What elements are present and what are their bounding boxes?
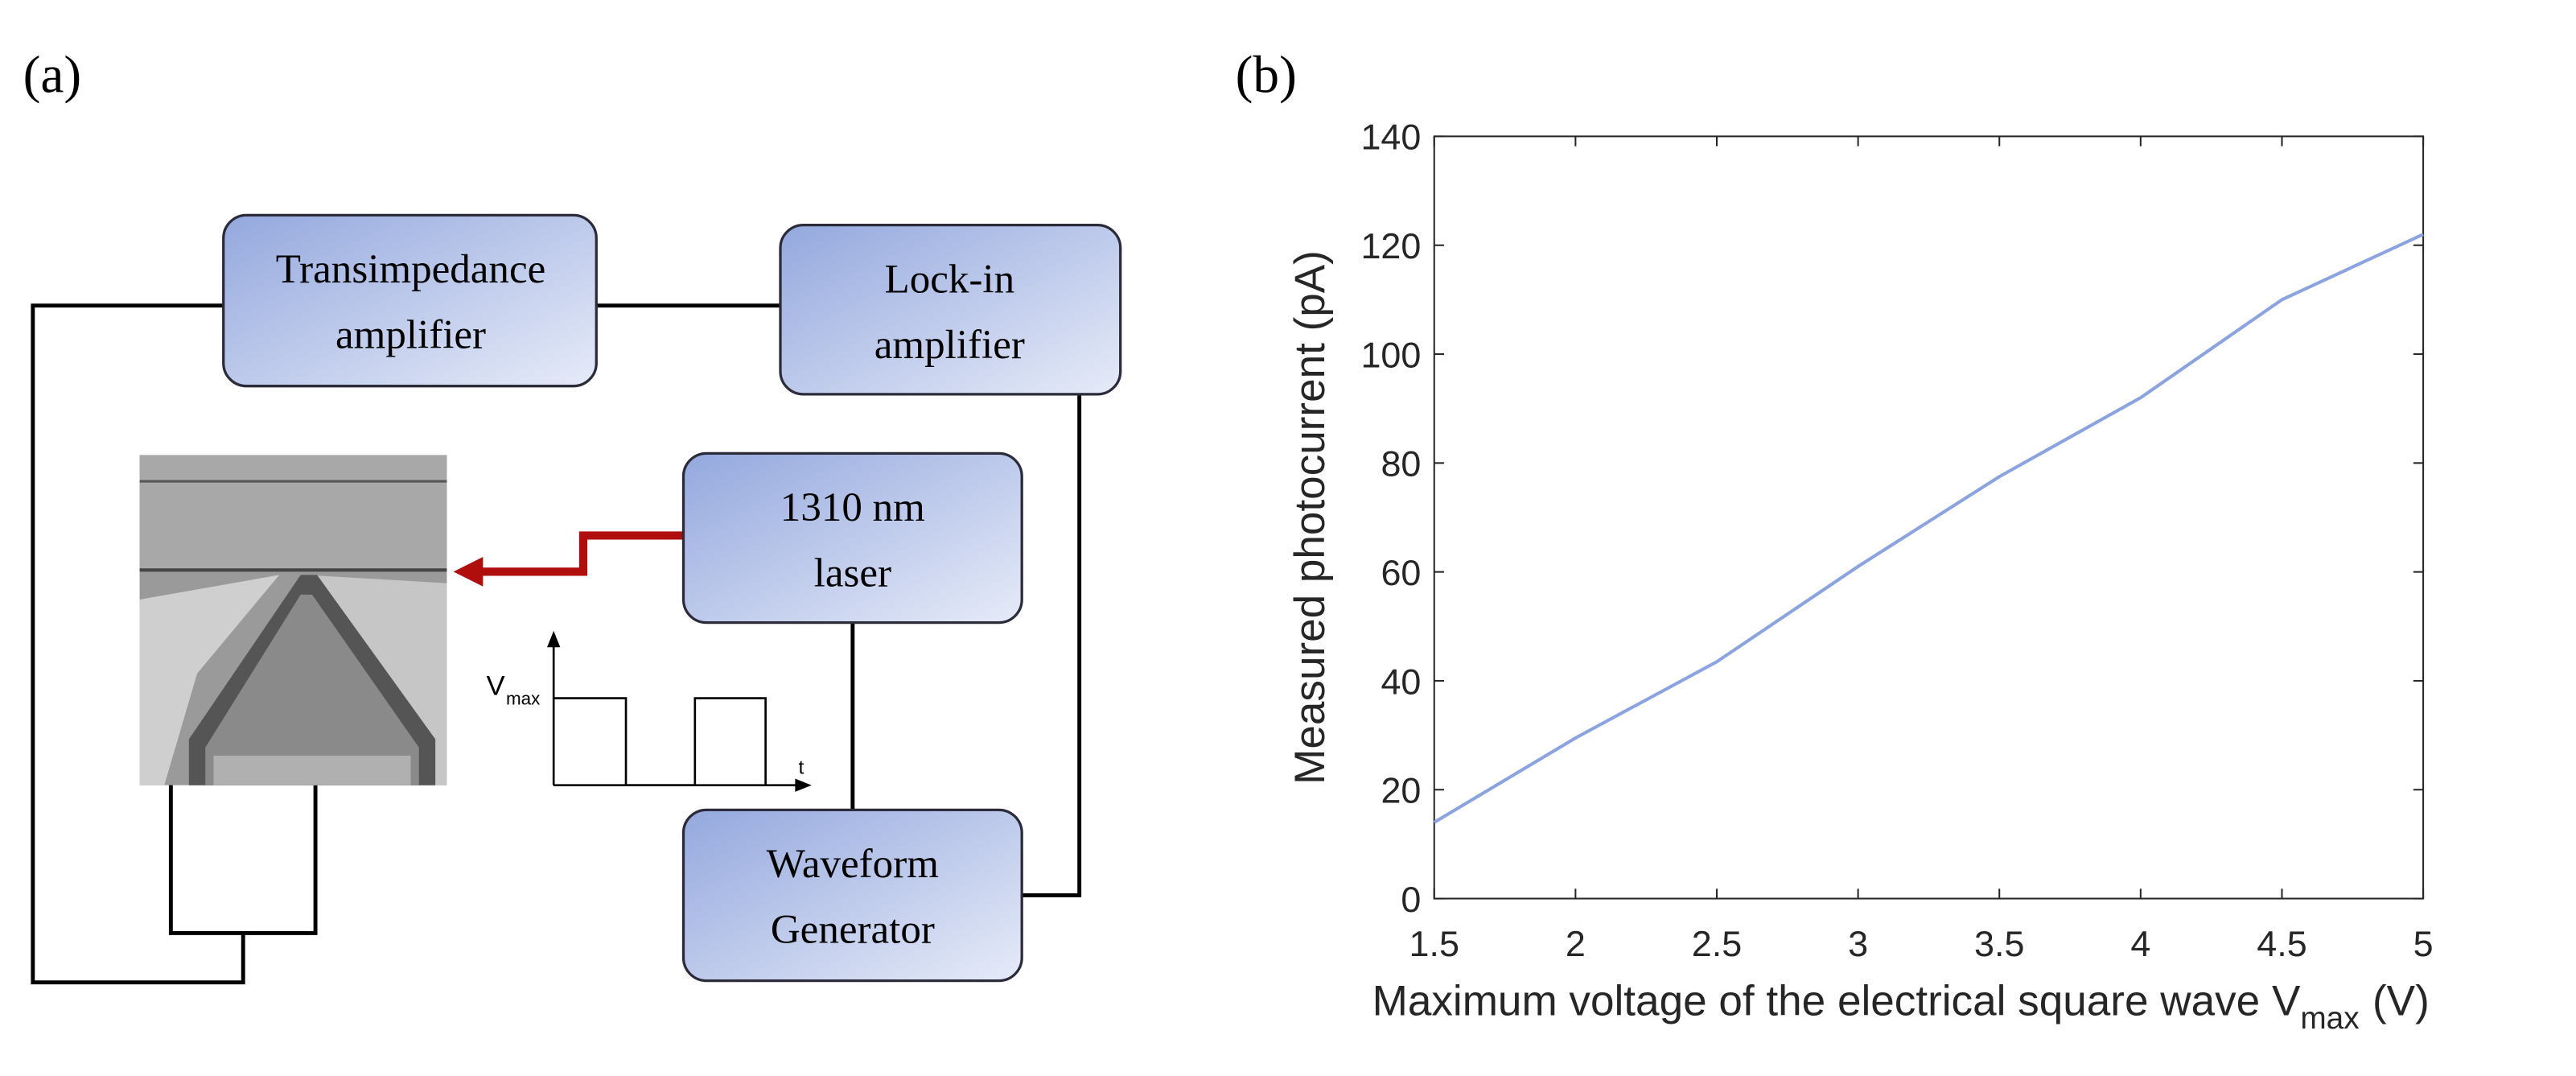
node-label: Lock-in <box>885 257 1015 302</box>
y-tick-label: 0 <box>1401 879 1421 920</box>
x-axis-label: Maximum voltage of the electrical square… <box>1372 977 2430 1035</box>
x-tick-label: 2 <box>1566 923 1586 964</box>
plot-area: 0 20 40 60 80 100 120 140 1.5 2 2.5 3 3.5 4 4.5 5 <box>1360 117 2433 964</box>
instrument: 1310 nm laser <box>681 451 1023 625</box>
laser-beam <box>453 531 684 587</box>
time-label: t <box>798 756 804 778</box>
node-label: Transimpedance <box>276 247 545 292</box>
x-axis-label-unit: (V) <box>2372 977 2430 1024</box>
x-tick-label: 3 <box>1848 923 1868 964</box>
node-label: Generator <box>771 908 935 953</box>
x-tick-label: 3.5 <box>1974 923 2024 964</box>
y-tick-label: 20 <box>1381 770 1421 811</box>
wires <box>31 303 1082 985</box>
instrument: Transimpedance amplifier <box>222 213 598 388</box>
waveform-label-sub: max <box>506 689 540 709</box>
node-label: 1310 nm <box>780 485 925 530</box>
instrument: Lock-in amplifier <box>779 224 1122 396</box>
y-tick-label: 120 <box>1360 225 1421 266</box>
node-label: laser <box>814 551 891 596</box>
x-tick-label: 2.5 <box>1692 923 1742 964</box>
y-tick-label: 40 <box>1381 661 1421 702</box>
device-image <box>139 455 447 785</box>
square-wave: V max t <box>486 630 812 792</box>
waveform-label: V <box>486 670 504 701</box>
x-tick-label: 4.5 <box>2257 923 2306 964</box>
panel-label: (a) <box>23 46 82 104</box>
node-label: Waveform <box>767 842 939 887</box>
y-tick-label: 80 <box>1381 443 1421 484</box>
instrument: Waveform Generator <box>681 808 1023 983</box>
x-axis-label-sub: max <box>2300 1001 2359 1036</box>
x-axis-label-text: Maximum voltage of the electrical square… <box>1372 977 2301 1024</box>
axes-box <box>1433 135 2425 900</box>
panel-label: (b) <box>1236 46 1297 104</box>
y-tick-label: 140 <box>1360 117 1421 158</box>
node-label: amplifier <box>335 313 486 358</box>
x-tick-label: 1.5 <box>1409 923 1459 964</box>
y-axis-label: Measured photocurrent (pA) <box>1286 250 1334 785</box>
node-label: amplifier <box>874 323 1025 368</box>
data-line <box>1433 233 2424 824</box>
x-tick-label: 4 <box>2130 923 2150 964</box>
y-tick-label: 100 <box>1360 334 1421 375</box>
x-tick-label: 5 <box>2413 923 2434 964</box>
y-tick-label: 60 <box>1381 552 1421 593</box>
